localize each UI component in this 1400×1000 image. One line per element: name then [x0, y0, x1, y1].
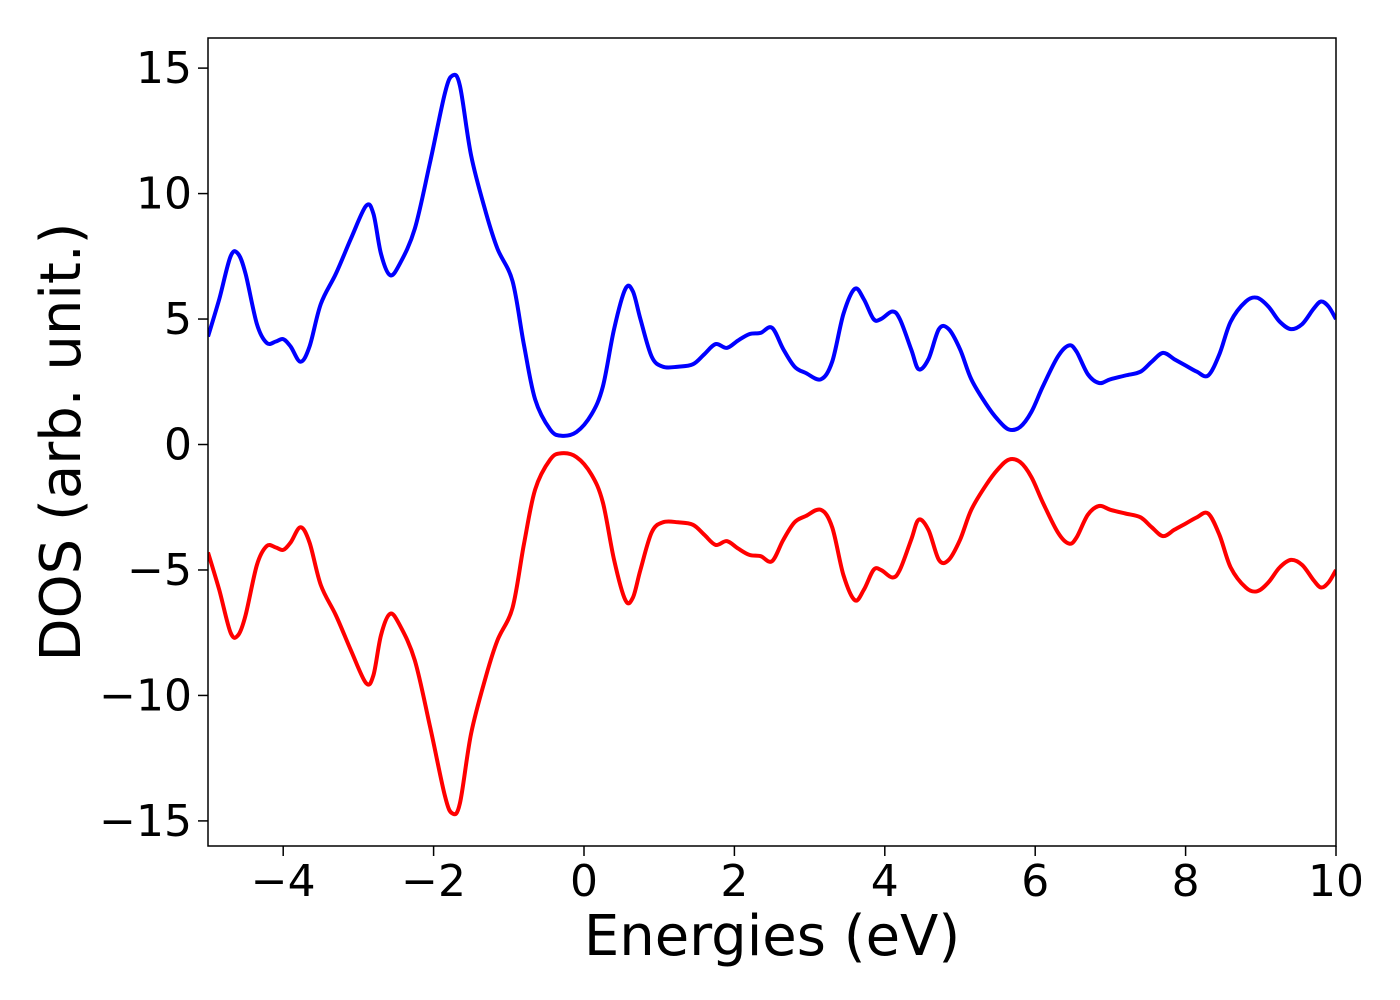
y-tick-label: −5 — [127, 545, 192, 596]
series-layer — [208, 72, 1336, 817]
ticks-layer: −4 −2 0 2 4 6 8 10 15 10 5 0 −5 −10 −15 — [99, 43, 1364, 907]
y-tick-label: 0 — [164, 420, 192, 471]
plot-frame — [207, 37, 1337, 847]
y-tick-label: 5 — [164, 294, 192, 345]
x-tick-label: 2 — [720, 856, 748, 907]
x-tick-label: −2 — [401, 856, 466, 907]
x-tick-label: 4 — [871, 856, 899, 907]
series-line-red — [208, 451, 1336, 817]
x-tick-label: 0 — [570, 856, 598, 907]
y-tick-label: 10 — [136, 169, 192, 220]
y-tick-label: −10 — [99, 670, 192, 721]
x-tick-label: 8 — [1172, 856, 1200, 907]
y-tick-label: −15 — [99, 796, 192, 847]
series-line-blue — [208, 72, 1336, 438]
x-tick-label: 6 — [1021, 856, 1049, 907]
y-tick-label: 15 — [136, 43, 192, 94]
x-tick-label: −4 — [251, 856, 316, 907]
y-axis-label: DOS (arb. unit.) — [29, 222, 94, 661]
x-tick-label: 10 — [1308, 856, 1364, 907]
x-axis-label: Energies (eV) — [584, 904, 960, 969]
